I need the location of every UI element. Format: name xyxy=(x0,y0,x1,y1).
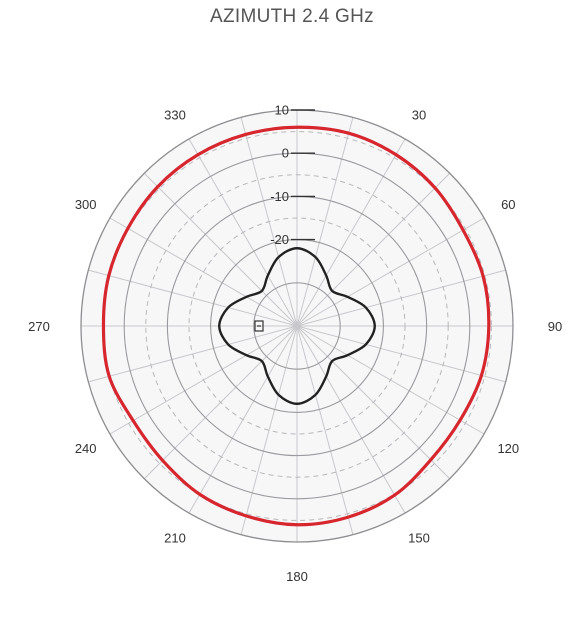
radial-tick-labels: 10 0 -10 -20 xyxy=(270,103,315,247)
minor-ring xyxy=(188,217,406,435)
center-marker-layer xyxy=(254,320,264,332)
center-marker xyxy=(254,320,264,332)
angle-tick-label: 300 xyxy=(75,197,97,212)
angle-tick-label: 330 xyxy=(164,108,186,123)
radial-tick-label: 10 xyxy=(275,103,289,118)
angle-tick-label: 240 xyxy=(75,441,97,456)
radial-tick-label: -10 xyxy=(270,189,289,204)
polar-grid xyxy=(80,109,514,543)
spoke-line xyxy=(109,217,298,327)
angle-tick-labels: 30 60 90 120 150 180 210 240 270 300 330 xyxy=(28,108,562,584)
minor-ring xyxy=(145,174,449,478)
spoke-line xyxy=(296,138,406,327)
angle-tick-label: 150 xyxy=(408,530,430,545)
radial-tick-label: -20 xyxy=(270,232,289,247)
spoke-line xyxy=(296,325,354,535)
angle-tick-label: 270 xyxy=(28,319,50,334)
angle-tick-label: 30 xyxy=(412,108,426,123)
angle-tick-label: 90 xyxy=(548,319,562,334)
series-line-0 xyxy=(101,125,491,527)
series-line-1 xyxy=(218,247,376,405)
angle-tick-label: 120 xyxy=(497,441,519,456)
angle-tick-label: 60 xyxy=(501,197,515,212)
chart-title: AZIMUTH 2.4 GHz xyxy=(210,6,374,27)
series-layer xyxy=(101,125,491,527)
radial-tick-label: 0 xyxy=(282,146,289,161)
spoke-line xyxy=(296,172,451,327)
angle-tick-label: 210 xyxy=(164,530,186,545)
minor-ring xyxy=(102,131,492,521)
spoke-line xyxy=(240,325,298,535)
angle-tick-label: 180 xyxy=(286,569,308,584)
major-ring xyxy=(253,282,341,370)
spoke-line xyxy=(88,269,298,327)
spoke-line xyxy=(296,117,354,327)
